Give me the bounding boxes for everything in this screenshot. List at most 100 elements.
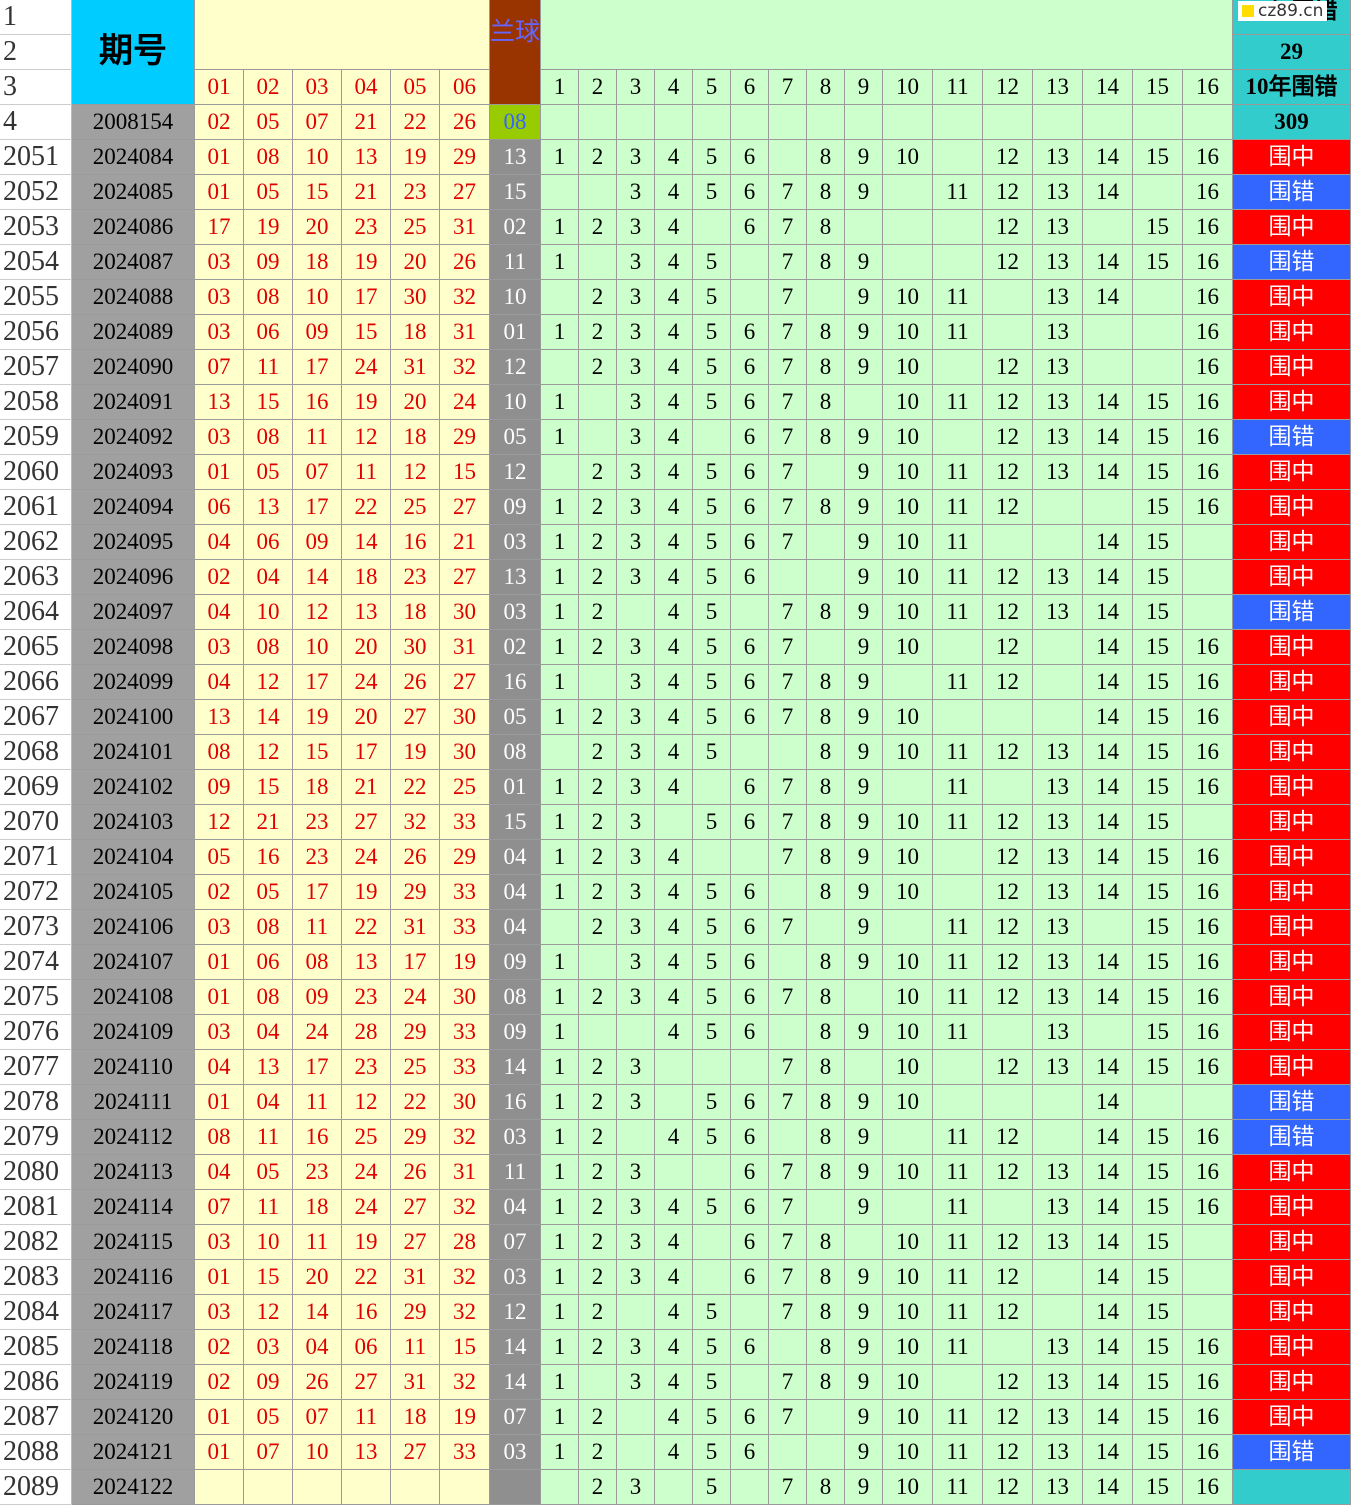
hit-cell: 10: [883, 1435, 933, 1470]
period: 2024084: [72, 140, 195, 175]
hit-cell: [845, 105, 883, 140]
hit-cell: 15: [1133, 980, 1183, 1015]
hit-cell: 11: [933, 490, 983, 525]
hit-cell: 5: [693, 140, 731, 175]
hit-cell: 2: [579, 875, 617, 910]
period: 2024107: [72, 945, 195, 980]
hit-cell: 15: [1133, 490, 1183, 525]
hit-cell: 4: [655, 385, 693, 420]
row-number: 2072: [0, 875, 72, 910]
hit-cell: 13: [1033, 1330, 1083, 1365]
hit-cell: 5: [693, 175, 731, 210]
hit-cell: 3: [617, 1260, 655, 1295]
hit-cell: 14: [1083, 595, 1133, 630]
period: 2024113: [72, 1155, 195, 1190]
red-number: 25: [391, 490, 440, 525]
row-number: 2068: [0, 735, 72, 770]
red-number: 09: [244, 1365, 293, 1400]
red-number: 15: [244, 770, 293, 805]
result: 围错: [1233, 420, 1351, 455]
hit-cell: 4: [655, 490, 693, 525]
red-number: 06: [244, 315, 293, 350]
hit-cell: 2: [579, 1050, 617, 1085]
hit-cell: 11: [933, 980, 983, 1015]
red-number: 05: [244, 1155, 293, 1190]
number-label: 8: [807, 70, 845, 105]
red-number: 30: [391, 630, 440, 665]
hit-cell: 4: [655, 840, 693, 875]
red-number: 08: [244, 910, 293, 945]
hit-cell: 16: [1183, 140, 1233, 175]
result: [1233, 1470, 1351, 1505]
hit-cell: 14: [1083, 1435, 1133, 1470]
result: 围中: [1233, 210, 1351, 245]
red-number: 23: [342, 210, 391, 245]
red-number: 01: [195, 175, 244, 210]
hit-cell: [731, 105, 769, 140]
period: 2024099: [72, 665, 195, 700]
hit-cell: [693, 420, 731, 455]
hit-cell: 1: [541, 210, 579, 245]
hit-cell: 14: [1083, 560, 1133, 595]
hit-cell: 7: [769, 1190, 807, 1225]
hit-cell: 4: [655, 910, 693, 945]
hit-cell: [883, 1120, 933, 1155]
red-number: 32: [440, 1260, 490, 1295]
row-number: 2069: [0, 770, 72, 805]
red-number: 12: [342, 1085, 391, 1120]
hit-cell: 10: [883, 350, 933, 385]
hit-cell: 15: [1133, 455, 1183, 490]
hit-cell: [933, 1085, 983, 1120]
hit-cell: 5: [693, 1015, 731, 1050]
row-number: 2081: [0, 1190, 72, 1225]
hit-cell: [1083, 350, 1133, 385]
hit-cell: 7: [769, 350, 807, 385]
blue-number: 12: [490, 350, 541, 385]
hit-cell: [933, 875, 983, 910]
hit-cell: [1033, 105, 1083, 140]
hit-cell: 13: [1033, 1155, 1083, 1190]
result: 围错: [1233, 1085, 1351, 1120]
hit-cell: 16: [1183, 385, 1233, 420]
hit-cell: 3: [617, 1365, 655, 1400]
hit-cell: 13: [1033, 1400, 1083, 1435]
hit-cell: 10: [883, 1050, 933, 1085]
hit-cell: [845, 210, 883, 245]
red-number: 18: [391, 595, 440, 630]
row-number: 2083: [0, 1260, 72, 1295]
hit-cell: 10: [883, 560, 933, 595]
red-number: 22: [342, 490, 391, 525]
red-header-blank: [195, 0, 490, 70]
red-number: 30: [440, 1085, 490, 1120]
hit-cell: 7: [769, 1155, 807, 1190]
hit-cell: 12: [983, 175, 1033, 210]
hit-cell: 16: [1183, 1120, 1233, 1155]
hit-cell: 16: [1183, 1190, 1233, 1225]
blue-number: 14: [490, 1050, 541, 1085]
hit-cell: 2: [579, 1120, 617, 1155]
hit-cell: 16: [1183, 350, 1233, 385]
hit-cell: 14: [1083, 805, 1133, 840]
hit-cell: 8: [807, 665, 845, 700]
hit-cell: [541, 1470, 579, 1505]
hit-cell: 1: [541, 595, 579, 630]
red-number: 21: [342, 105, 391, 140]
red-number: 11: [293, 1085, 342, 1120]
hit-cell: [807, 105, 845, 140]
hit-cell: 8: [807, 490, 845, 525]
red-number: 31: [440, 315, 490, 350]
hit-cell: [883, 1190, 933, 1225]
hit-cell: 16: [1183, 1400, 1233, 1435]
hit-cell: 1: [541, 875, 579, 910]
red-number: 11: [342, 1400, 391, 1435]
row-number: 2066: [0, 665, 72, 700]
hit-cell: 11: [933, 455, 983, 490]
hit-cell: 13: [1033, 1015, 1083, 1050]
hit-cell: 8: [807, 1225, 845, 1260]
red-label: 06: [440, 70, 490, 105]
red-number: 32: [440, 1295, 490, 1330]
hit-cell: 15: [1133, 1015, 1183, 1050]
hit-cell: [883, 665, 933, 700]
row-number: 2087: [0, 1400, 72, 1435]
red-number: 02: [195, 1365, 244, 1400]
